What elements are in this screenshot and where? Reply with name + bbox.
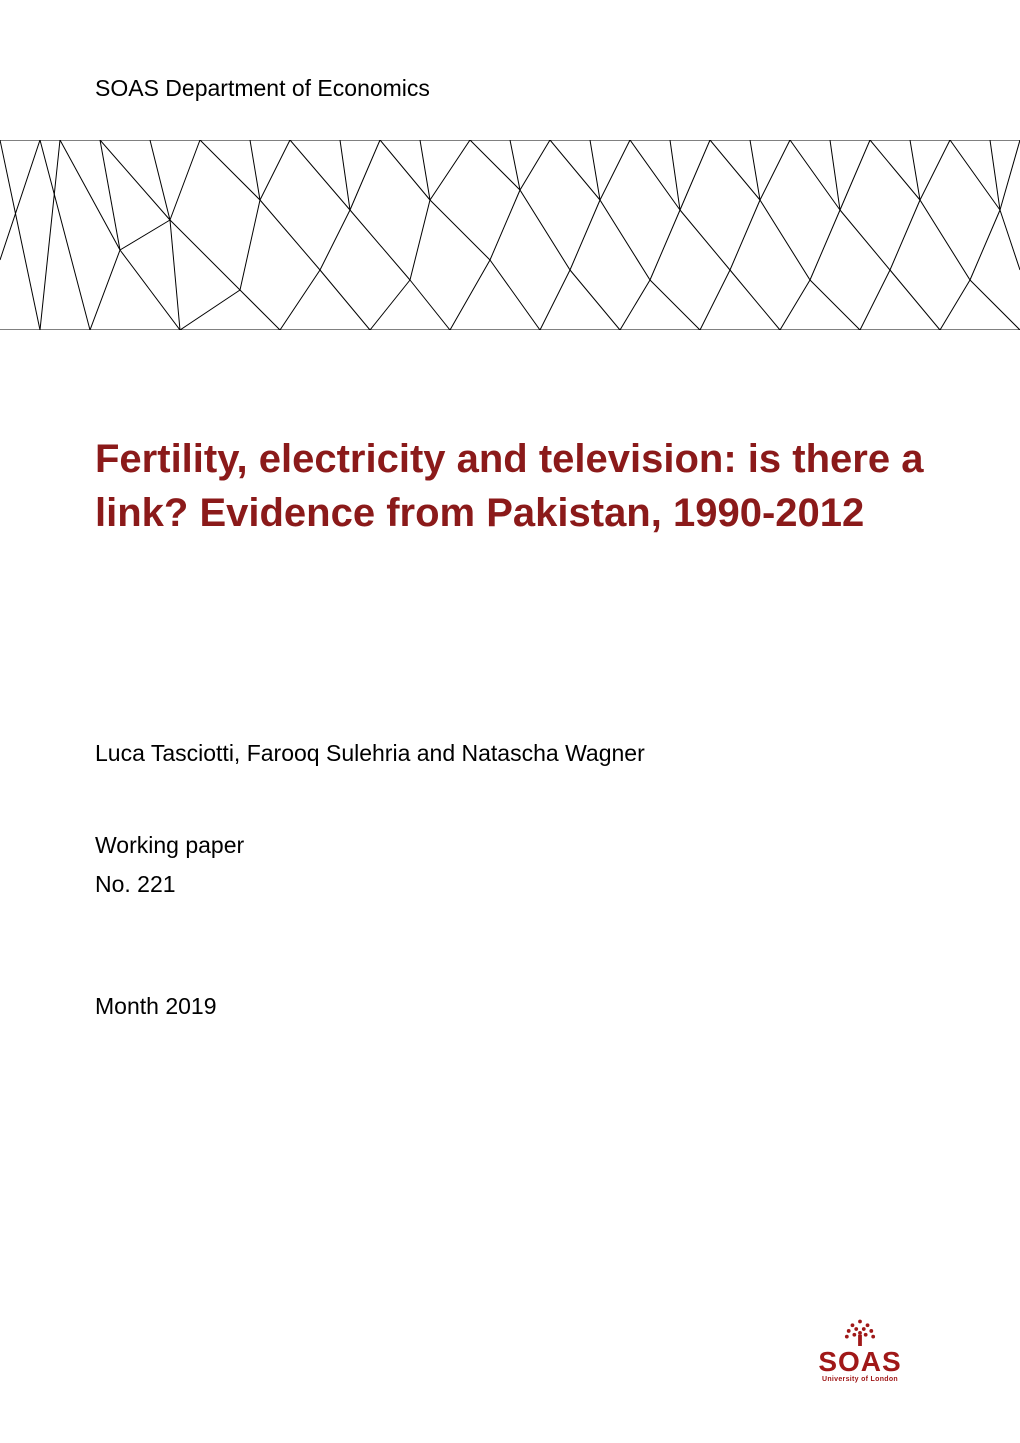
authors-line: Luca Tasciotti, Farooq Sulehria and Nata…	[95, 740, 925, 767]
page-container: SOAS Department of Economics	[0, 0, 1020, 1443]
logo-sub-text: University of London	[822, 1376, 898, 1383]
working-paper-label: Working paper	[95, 832, 925, 859]
paper-title: Fertility, electricity and television: i…	[95, 432, 925, 540]
geometric-banner	[0, 140, 1020, 330]
soas-logo: SOAS University of London	[795, 1313, 925, 1383]
department-name: SOAS Department of Economics	[95, 75, 925, 102]
logo-main-text: SOAS	[818, 1348, 901, 1376]
working-paper-number: No. 221	[95, 871, 925, 898]
tree-icon	[841, 1314, 879, 1346]
publication-date: Month 2019	[95, 993, 925, 1020]
